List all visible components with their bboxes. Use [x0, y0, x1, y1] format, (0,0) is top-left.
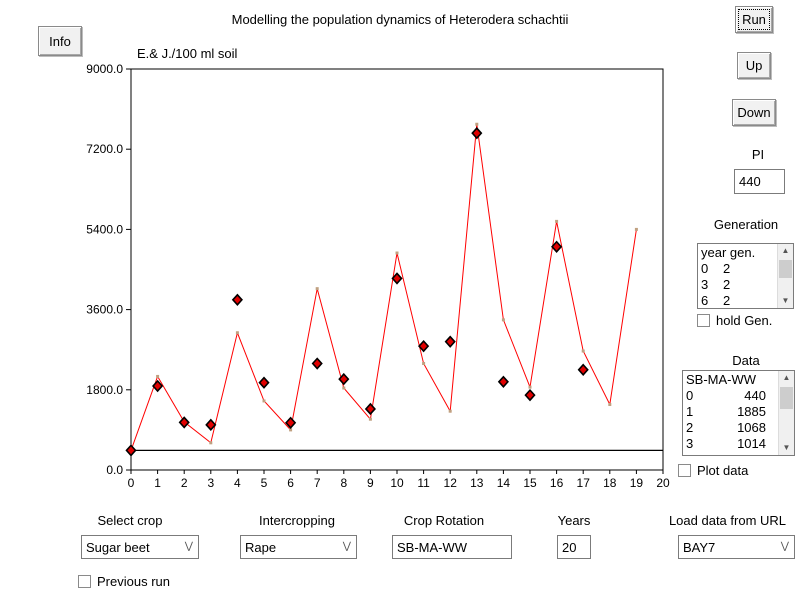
- svg-text:10: 10: [390, 476, 404, 490]
- load-url-value: BAY7: [683, 539, 716, 555]
- intercropping-dropdown[interactable]: Rape ⋁: [240, 535, 357, 559]
- years-label: Years: [557, 513, 591, 528]
- svg-text:1: 1: [154, 476, 161, 490]
- svg-text:6: 6: [287, 476, 294, 490]
- svg-text:1800.0: 1800.0: [86, 383, 123, 397]
- svg-text:5400.0: 5400.0: [86, 222, 123, 236]
- pi-input[interactable]: [734, 169, 785, 194]
- page-title: Modelling the population dynamics of Het…: [231, 12, 569, 27]
- data-row[interactable]: 1 1885: [686, 404, 766, 419]
- svg-text:16: 16: [550, 476, 564, 490]
- scroll-up-icon[interactable]: ▲: [781, 246, 790, 255]
- hold-gen-checkbox[interactable]: hold Gen.: [697, 313, 772, 328]
- svg-text:9: 9: [367, 476, 374, 490]
- data-row[interactable]: 3 1014: [686, 436, 766, 451]
- observed-series: [125, 126, 589, 457]
- svg-text:18: 18: [603, 476, 617, 490]
- data-label: Data: [732, 353, 760, 368]
- select-crop-value: Sugar beet: [86, 539, 150, 555]
- scrollbar-thumb[interactable]: [780, 387, 793, 409]
- checkbox-box-icon: [697, 314, 710, 327]
- data-listbox[interactable]: SB-MA-WW 0 440 1 1885 2 1068 3 1014 ▲ ▼: [682, 370, 795, 456]
- chevron-down-icon: ⋁: [184, 541, 193, 552]
- data-row[interactable]: 2 1068: [686, 420, 766, 435]
- svg-text:9000.0: 9000.0: [86, 62, 123, 76]
- svg-text:19: 19: [630, 476, 644, 490]
- svg-text:13: 13: [470, 476, 484, 490]
- load-url-label: Load data from URL: [668, 513, 787, 528]
- svg-text:0.0: 0.0: [106, 463, 123, 477]
- pi-label: PI: [751, 147, 765, 162]
- model-series: [129, 122, 638, 452]
- data-list-rows: 0 440 1 1885 2 1068 3 1014: [686, 388, 779, 452]
- svg-text:3: 3: [207, 476, 214, 490]
- plot-data-checkbox[interactable]: Plot data: [678, 463, 748, 478]
- data-row[interactable]: 0 440: [686, 388, 766, 403]
- select-crop-label: Select crop: [97, 513, 163, 528]
- data-list-header: SB-MA-WW: [686, 372, 757, 387]
- plot-frame: [130, 68, 664, 471]
- checkbox-box-icon: [678, 464, 691, 477]
- svg-text:4: 4: [234, 476, 241, 490]
- svg-text:0: 0: [128, 476, 135, 490]
- checkbox-box-icon: [78, 575, 91, 588]
- up-button[interactable]: Up: [737, 52, 771, 79]
- scroll-down-icon[interactable]: ▼: [781, 296, 790, 305]
- intercropping-value: Rape: [245, 539, 277, 555]
- hold-gen-label: hold Gen.: [716, 313, 773, 328]
- svg-text:11: 11: [417, 476, 430, 490]
- scrollbar-thumb[interactable]: [779, 260, 792, 278]
- load-url-dropdown[interactable]: BAY7 ⋁: [678, 535, 795, 559]
- svg-text:17: 17: [577, 476, 591, 490]
- svg-text:2: 2: [181, 476, 188, 490]
- svg-text:5: 5: [261, 476, 268, 490]
- select-crop-dropdown[interactable]: Sugar beet ⋁: [81, 535, 199, 559]
- chevron-down-icon: ⋁: [780, 541, 789, 552]
- previous-run-label: Previous run: [97, 574, 170, 589]
- generation-list-header: year gen.: [701, 245, 756, 260]
- scroll-down-icon[interactable]: ▼: [782, 443, 791, 452]
- info-button[interactable]: Info: [38, 26, 82, 56]
- y-axis: 0.0 1800.0 3600.0 5400.0 7200.0 9000.0: [86, 62, 131, 477]
- svg-text:E.& J./100 ml soil: E.& J./100 ml soil: [137, 46, 238, 61]
- data-scrollbar[interactable]: ▲ ▼: [778, 371, 794, 455]
- scroll-up-icon[interactable]: ▲: [782, 373, 791, 382]
- crop-rotation-input[interactable]: [392, 535, 512, 559]
- plot-data-label: Plot data: [697, 463, 749, 478]
- chevron-down-icon: ⋁: [342, 541, 351, 552]
- chart-title: E.& J./100 ml soil: [137, 46, 238, 61]
- crop-rotation-label: Crop Rotation: [403, 513, 485, 528]
- previous-run-checkbox[interactable]: Previous run: [78, 574, 170, 589]
- svg-text:8: 8: [340, 476, 347, 490]
- generation-scrollbar[interactable]: ▲ ▼: [777, 244, 793, 308]
- population-chart: E.& J./100 ml soil 0.0 1800.0 3600.0 5400.0 7…: [86, 46, 670, 490]
- generation-label: Generation: [713, 217, 779, 232]
- intercropping-label: Intercropping: [259, 513, 335, 528]
- svg-text:12: 12: [444, 476, 458, 490]
- x-axis: 0 1 2 3 4 5 6 7 8 9 10 11 12 13 14 15 16 17 18 19 20: [128, 470, 670, 490]
- svg-text:15: 15: [523, 476, 537, 490]
- svg-text:7200.0: 7200.0: [86, 142, 123, 156]
- down-button[interactable]: Down: [732, 99, 776, 126]
- svg-text:14: 14: [497, 476, 511, 490]
- years-input[interactable]: [557, 535, 591, 559]
- svg-text:3600.0: 3600.0: [86, 303, 123, 317]
- svg-text:20: 20: [656, 476, 670, 490]
- svg-text:7: 7: [314, 476, 321, 490]
- run-button[interactable]: Run: [735, 6, 773, 33]
